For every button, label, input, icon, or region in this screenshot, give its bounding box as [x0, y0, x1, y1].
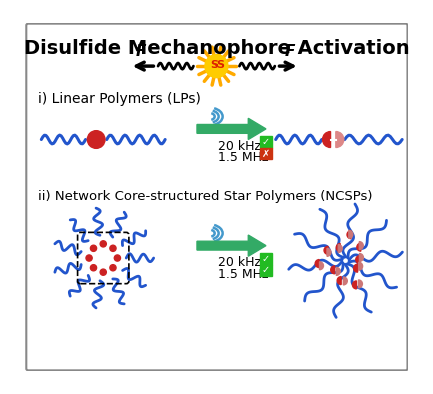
Wedge shape: [352, 281, 356, 289]
Circle shape: [114, 255, 120, 261]
Circle shape: [100, 269, 107, 275]
Wedge shape: [359, 280, 362, 288]
Text: ✓: ✓: [262, 137, 270, 147]
Wedge shape: [336, 268, 340, 275]
Text: F: F: [135, 44, 145, 59]
FancyBboxPatch shape: [260, 253, 272, 265]
Wedge shape: [320, 262, 323, 270]
Wedge shape: [357, 243, 361, 251]
Wedge shape: [324, 246, 328, 254]
Wedge shape: [354, 264, 358, 272]
Circle shape: [90, 265, 97, 271]
Text: ✗: ✗: [262, 149, 270, 159]
Circle shape: [110, 265, 116, 271]
Wedge shape: [337, 277, 341, 284]
Text: S: S: [216, 60, 224, 70]
Circle shape: [90, 245, 97, 251]
Circle shape: [205, 55, 228, 78]
Text: 20 kHz: 20 kHz: [218, 139, 261, 152]
Circle shape: [87, 131, 105, 149]
Wedge shape: [347, 231, 351, 239]
Wedge shape: [356, 256, 360, 264]
Text: ✓: ✓: [262, 266, 270, 275]
Wedge shape: [315, 260, 319, 268]
Wedge shape: [343, 277, 347, 285]
Text: 20 kHz: 20 kHz: [218, 256, 261, 269]
Wedge shape: [359, 242, 363, 249]
Text: 1.5 MHz: 1.5 MHz: [218, 268, 269, 281]
Polygon shape: [197, 235, 266, 256]
Wedge shape: [323, 132, 330, 147]
FancyBboxPatch shape: [260, 148, 272, 160]
Wedge shape: [338, 245, 342, 253]
FancyBboxPatch shape: [260, 265, 272, 276]
FancyBboxPatch shape: [26, 24, 407, 370]
Text: ii) Network Core-structured Star Polymers (NCSPs): ii) Network Core-structured Star Polymer…: [38, 190, 372, 203]
Text: ✓: ✓: [262, 254, 270, 264]
Wedge shape: [331, 266, 335, 274]
Text: 1.5 MHz: 1.5 MHz: [218, 151, 269, 164]
Text: Disulfide Mechanophore Activation: Disulfide Mechanophore Activation: [24, 39, 409, 58]
Circle shape: [100, 241, 107, 247]
Wedge shape: [359, 262, 362, 270]
Wedge shape: [359, 253, 363, 262]
Wedge shape: [327, 248, 331, 256]
Polygon shape: [197, 118, 266, 139]
Wedge shape: [336, 132, 344, 147]
Text: i) Linear Polymers (LPs): i) Linear Polymers (LPs): [38, 92, 200, 106]
FancyBboxPatch shape: [260, 136, 272, 148]
Text: F: F: [284, 44, 295, 59]
Text: S: S: [210, 60, 218, 70]
Circle shape: [86, 255, 92, 261]
Circle shape: [110, 245, 116, 251]
Wedge shape: [349, 230, 353, 238]
Wedge shape: [336, 243, 340, 251]
